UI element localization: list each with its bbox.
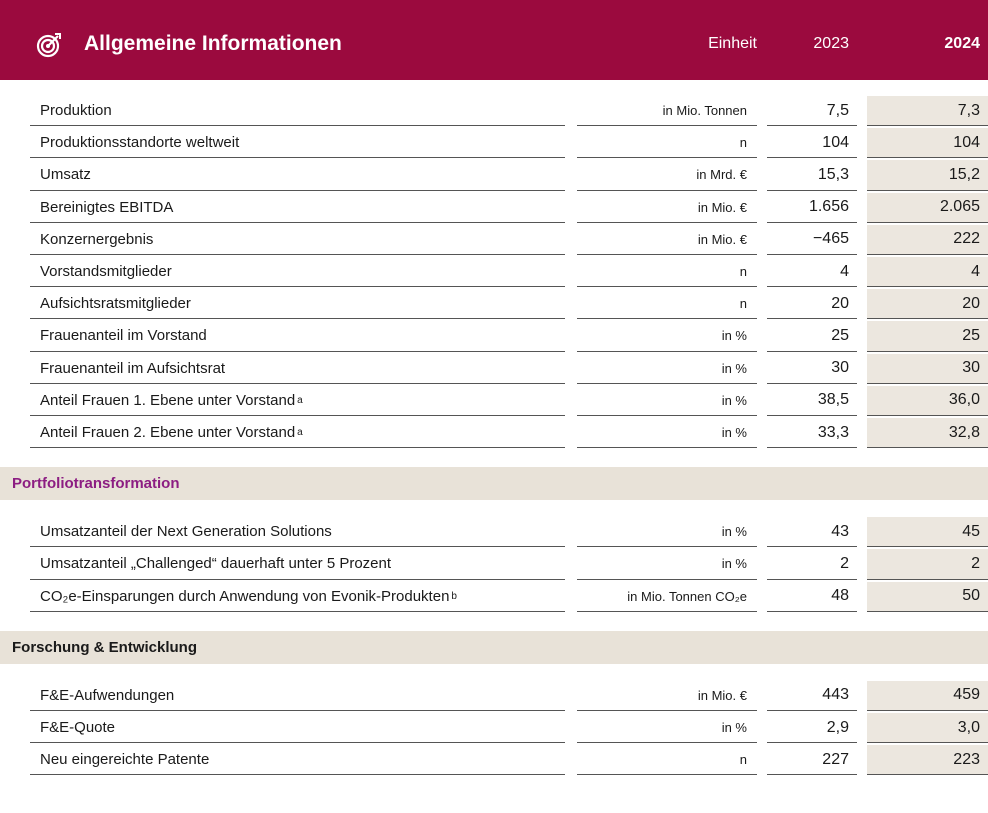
label-text: F&E-Aufwendungen (40, 686, 175, 704)
label-text: Frauenanteil im Vorstand (40, 327, 207, 345)
label-text: Aufsichtsratsmitglieder (40, 295, 191, 313)
value-2024: 7,3 (867, 96, 988, 127)
value-2024: 459 (867, 680, 988, 711)
label-text: Umsatzanteil der Next Generation Solutio… (40, 523, 332, 541)
row-label: Aufsichtsratsmitglieder (30, 289, 565, 320)
value-2024: 223 (867, 745, 988, 776)
row-label: Produktionsstandorte weltweit (30, 128, 565, 159)
row-label: Anteil Frauen 2. Ebene unter Vorstand a (30, 418, 565, 449)
row-label: Anteil Frauen 1. Ebene unter Vorstand a (30, 386, 565, 416)
value-2024: 3,0 (867, 713, 988, 744)
year-header: 2023 (813, 35, 849, 52)
row-label: Produktion (30, 96, 565, 127)
row-label: Frauenanteil im Aufsichtsrat (30, 354, 565, 384)
icon (36, 33, 61, 58)
value-2023: 7,5 (767, 96, 857, 127)
value-2023: 104 (767, 128, 857, 159)
value-2023: −465 (767, 225, 857, 255)
row-unit: in % (577, 713, 757, 744)
footnote-mark: a (297, 427, 303, 439)
row-label: Bereinigtes EBITDA (30, 193, 565, 223)
row-unit: n (577, 745, 757, 776)
row-label: Umsatz (30, 160, 565, 191)
row-label: Frauenanteil im Vorstand (30, 321, 565, 352)
row-label: Umsatzanteil der Next Generation Solutio… (30, 517, 565, 548)
value-2023: 4 (767, 257, 857, 288)
row-unit: in Mio. € (577, 681, 757, 711)
value-2023: 48 (767, 582, 857, 612)
label-text: Vorstandsmitglieder (40, 263, 172, 281)
unit-header: Einheit (708, 35, 757, 52)
label-text: Anteil Frauen 1. Ebene unter Vorstand (40, 391, 296, 409)
row-unit: in % (577, 418, 757, 449)
value-2024: 45 (867, 517, 988, 548)
value-2024: 50 (867, 581, 988, 612)
row-unit: in % (577, 321, 757, 352)
value-2023: 15,3 (767, 160, 857, 191)
value-2024: 222 (867, 224, 988, 255)
label-text: Neu eingereichte Patente (40, 751, 210, 769)
value-2024: 4 (867, 257, 988, 288)
label-text: F&E-Quote (40, 719, 116, 737)
row-unit: in % (577, 517, 757, 548)
label-text: Produktion (40, 102, 112, 120)
value-2023: 227 (767, 745, 857, 776)
row-unit: in Mio. Tonnen CO₂e (577, 582, 757, 612)
row-unit: n (577, 289, 757, 320)
row-label: F&E-Aufwendungen (30, 681, 565, 711)
row-label: Umsatzanteil „Challenged“ dauerhaft unte… (30, 549, 565, 580)
value-2024: 2 (867, 549, 988, 580)
header: Allgemeine Informationen Einheit 2023 20… (0, 0, 988, 80)
value-2023: 1.656 (767, 193, 857, 223)
section-header: Forschung & Entwicklung (0, 630, 988, 664)
footnote-mark: a (297, 394, 303, 406)
row-unit: in Mio. € (577, 225, 757, 255)
row-unit: in % (577, 549, 757, 580)
row-unit: in Mio. Tonnen (577, 96, 757, 127)
row-label: Vorstandsmitglieder (30, 257, 565, 288)
label-text: Produktionsstandorte weltweit (40, 134, 240, 152)
label-text: Bereinigtes EBITDA (40, 198, 174, 216)
value-2024: 30 (867, 353, 988, 384)
row-label: Neu eingereichte Patente (30, 745, 565, 776)
title: Allgemeine Informationen (84, 32, 342, 55)
value-2023: 443 (767, 681, 857, 711)
value-2024: 20 (867, 289, 988, 320)
row-label: F&E-Quote (30, 713, 565, 744)
row-label: CO₂e-Einsparungen durch Anwendung von Ev… (30, 582, 565, 612)
value-2023: 30 (767, 354, 857, 384)
value-2024: 36,0 (867, 385, 988, 416)
value-2024: 25 (867, 321, 988, 352)
value-2024: 15,2 (867, 160, 988, 191)
label-text: Anteil Frauen 2. Ebene unter Vorstand (40, 424, 296, 442)
row-unit: n (577, 257, 757, 288)
value-2023: 2,9 (767, 713, 857, 744)
row-unit: n (577, 128, 757, 159)
value-2024: 2.065 (867, 192, 988, 223)
year-header: 2024 (944, 35, 980, 52)
row-unit: in % (577, 354, 757, 384)
row-unit: in Mio. € (577, 193, 757, 223)
section-header: Portfoliotransformation (0, 467, 988, 501)
value-2023: 38,5 (767, 386, 857, 416)
row-unit: in Mrd. € (577, 160, 757, 191)
footnote-mark: b (451, 590, 457, 602)
value-2023: 20 (767, 289, 857, 320)
label-text: Konzernergebnis (40, 230, 154, 248)
value-2023: 2 (767, 549, 857, 580)
label-text: Frauenanteil im Aufsichtsrat (40, 359, 226, 377)
label-text: Umsatzanteil „Challenged“ dauerhaft unte… (40, 555, 392, 573)
label-text: CO₂e-Einsparungen durch Anwendung von Ev… (40, 587, 450, 605)
value-2023: 43 (767, 517, 857, 548)
label-text: Umsatz (40, 166, 91, 184)
value-2023: 25 (767, 321, 857, 352)
row-label: Konzernergebnis (30, 225, 565, 255)
row-unit: in % (577, 386, 757, 416)
value-2024: 32,8 (867, 418, 988, 449)
value-2023: 33,3 (767, 418, 857, 449)
value-2024: 104 (867, 128, 988, 159)
